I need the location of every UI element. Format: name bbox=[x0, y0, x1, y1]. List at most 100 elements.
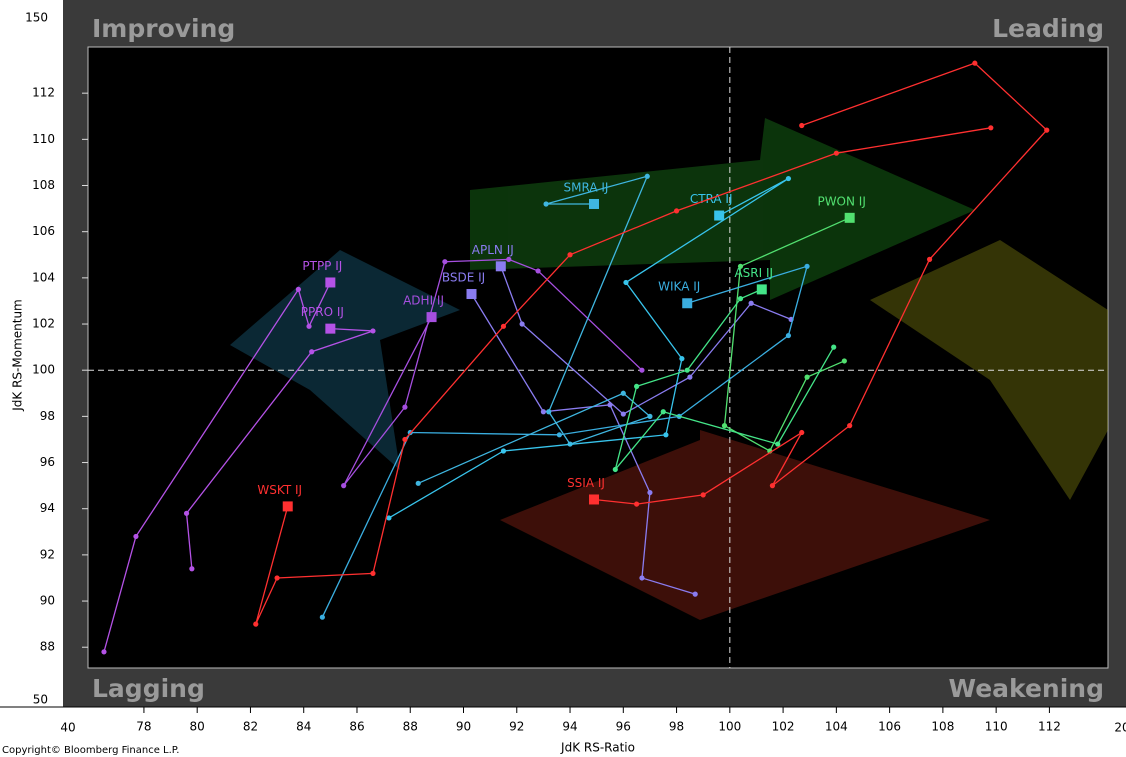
series-label: ADHI IJ bbox=[403, 294, 444, 308]
tail-point bbox=[799, 122, 805, 129]
series-label: WIKA IJ bbox=[658, 280, 700, 294]
tail-point bbox=[737, 263, 744, 269]
tail-point bbox=[189, 566, 195, 572]
tail-point bbox=[847, 423, 853, 429]
tail-point bbox=[663, 432, 669, 438]
x-tick-label: 86 bbox=[349, 720, 364, 734]
tail-point bbox=[274, 575, 280, 581]
series-label: WSKT IJ bbox=[257, 483, 302, 497]
head-marker bbox=[325, 323, 336, 334]
tail-point bbox=[556, 432, 562, 438]
head-marker bbox=[426, 312, 437, 323]
arrow-leading bbox=[470, 118, 975, 300]
quadrant-label: Weakening bbox=[949, 674, 1104, 703]
x-tick-label: 96 bbox=[616, 720, 631, 734]
tail-point bbox=[183, 510, 190, 516]
tail-point bbox=[831, 344, 837, 350]
tail-point bbox=[775, 441, 781, 447]
tail-point bbox=[721, 423, 728, 429]
y-tick-label: 100 bbox=[32, 363, 55, 377]
axis-break-label: 150 bbox=[25, 11, 48, 25]
tail-point bbox=[692, 591, 698, 597]
tail-point bbox=[386, 515, 392, 521]
tail-point bbox=[567, 252, 573, 258]
head-marker bbox=[844, 212, 855, 223]
y-tick-label: 94 bbox=[40, 501, 55, 515]
y-tick-label: 96 bbox=[40, 455, 55, 469]
y-tick-label: 92 bbox=[40, 547, 55, 561]
tail bbox=[255, 127, 991, 625]
x-tick-label: 104 bbox=[825, 720, 848, 734]
tail-point bbox=[535, 268, 541, 274]
y-tick-label: 110 bbox=[32, 132, 55, 146]
x-tick-label: 78 bbox=[136, 720, 151, 734]
tail-point bbox=[841, 358, 847, 364]
tail-point bbox=[926, 256, 933, 262]
x-tick-label: 108 bbox=[931, 720, 954, 734]
tail-point bbox=[253, 621, 259, 627]
series-label: SSIA IJ bbox=[567, 476, 605, 490]
tail bbox=[723, 217, 850, 452]
series-label: PTPP IJ bbox=[302, 259, 342, 273]
tail-point bbox=[442, 259, 448, 265]
quadrant-label: Lagging bbox=[92, 674, 205, 703]
tail-point bbox=[644, 173, 650, 179]
tail-point bbox=[612, 466, 618, 473]
y-axis-title: JdK RS-Momentum bbox=[11, 299, 25, 412]
tail-point bbox=[623, 279, 629, 286]
head-marker bbox=[682, 298, 693, 309]
head-marker bbox=[325, 277, 336, 288]
tail-point bbox=[785, 175, 792, 182]
x-tick-label: 110 bbox=[985, 720, 1008, 734]
tail-point bbox=[101, 649, 107, 655]
tail-point bbox=[673, 208, 680, 214]
head-marker bbox=[589, 494, 600, 505]
quadrant-label: Leading bbox=[992, 14, 1104, 43]
tail-point bbox=[519, 321, 525, 327]
tail-point bbox=[370, 570, 376, 576]
tail-point bbox=[660, 409, 666, 415]
tail-point bbox=[700, 492, 706, 498]
tail-point bbox=[647, 413, 653, 419]
x-tick-label: 106 bbox=[878, 720, 901, 734]
axis-break-label: 40 bbox=[60, 721, 75, 735]
tail bbox=[417, 175, 652, 484]
tail-point bbox=[679, 356, 685, 362]
x-tick-label: 90 bbox=[456, 720, 471, 734]
tail-point bbox=[620, 390, 626, 396]
y-tick-label: 104 bbox=[32, 270, 55, 284]
tail-point bbox=[620, 411, 626, 417]
tail-point bbox=[988, 125, 994, 131]
x-tick-label: 92 bbox=[509, 720, 524, 734]
x-tick-label: 82 bbox=[243, 720, 258, 734]
axis-break-label: 20 bbox=[1114, 721, 1126, 735]
x-tick-label: 80 bbox=[190, 720, 205, 734]
y-tick-label: 90 bbox=[40, 594, 55, 608]
y-tick-label: 112 bbox=[32, 86, 55, 100]
head-marker bbox=[466, 289, 477, 300]
axis-break-label: 50 bbox=[33, 693, 48, 707]
tail-point bbox=[370, 328, 376, 334]
series-label: PWON IJ bbox=[817, 194, 865, 208]
copyright: Copyright© Bloomberg Finance L.P. bbox=[2, 745, 179, 756]
head-marker bbox=[756, 284, 767, 295]
tail-point bbox=[402, 404, 408, 410]
y-tick-label: 106 bbox=[32, 224, 55, 238]
tail bbox=[470, 293, 696, 595]
tail-point bbox=[415, 480, 421, 486]
tail bbox=[614, 288, 835, 470]
tail-point bbox=[639, 367, 645, 373]
tail-point bbox=[769, 483, 776, 489]
tail-point bbox=[402, 436, 408, 443]
tail-point bbox=[543, 201, 549, 207]
tail-point bbox=[785, 332, 792, 339]
x-tick-label: 88 bbox=[403, 720, 418, 734]
tail-point bbox=[634, 383, 640, 389]
tail-point bbox=[306, 323, 312, 329]
tail-point bbox=[1044, 127, 1050, 133]
y-tick-label: 98 bbox=[40, 409, 55, 423]
series-label: PPRO IJ bbox=[301, 305, 344, 319]
tail-point bbox=[295, 286, 301, 292]
